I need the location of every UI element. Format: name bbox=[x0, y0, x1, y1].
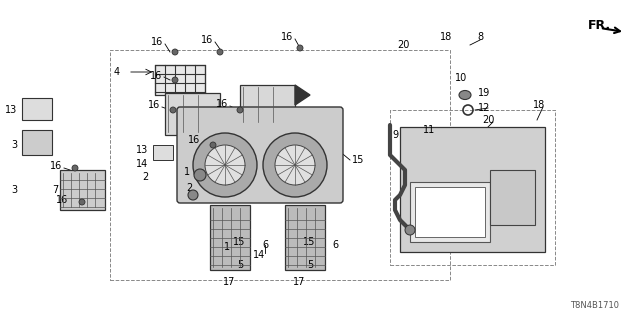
Text: 14: 14 bbox=[253, 250, 265, 260]
Circle shape bbox=[263, 133, 327, 197]
Circle shape bbox=[172, 77, 178, 83]
Bar bbox=[153, 145, 173, 160]
Text: 16: 16 bbox=[56, 195, 68, 205]
Circle shape bbox=[79, 199, 85, 205]
Text: 15: 15 bbox=[232, 237, 245, 247]
Bar bbox=[155, 65, 205, 95]
Text: 16: 16 bbox=[151, 37, 163, 47]
Circle shape bbox=[237, 107, 243, 113]
Text: 13: 13 bbox=[4, 105, 17, 115]
Text: 15: 15 bbox=[352, 155, 364, 165]
Text: 5: 5 bbox=[307, 260, 313, 270]
Text: 5: 5 bbox=[237, 260, 243, 270]
Text: 1: 1 bbox=[184, 167, 190, 177]
Text: 20: 20 bbox=[483, 115, 495, 125]
Bar bbox=[490, 170, 535, 225]
Circle shape bbox=[405, 225, 415, 235]
Circle shape bbox=[193, 133, 257, 197]
Text: 6: 6 bbox=[262, 240, 268, 250]
Bar bbox=[22, 98, 52, 120]
Text: 16: 16 bbox=[281, 32, 293, 42]
Text: 4: 4 bbox=[114, 67, 120, 77]
Text: 16: 16 bbox=[148, 100, 160, 110]
Bar bbox=[165, 93, 220, 135]
Text: 2: 2 bbox=[186, 183, 192, 193]
Text: 17: 17 bbox=[223, 277, 235, 287]
Text: 14: 14 bbox=[136, 159, 148, 169]
Circle shape bbox=[172, 49, 178, 55]
Text: 16: 16 bbox=[150, 71, 162, 81]
Text: 18: 18 bbox=[440, 32, 452, 42]
Text: 18: 18 bbox=[532, 100, 545, 110]
Bar bbox=[22, 130, 52, 155]
Text: 19: 19 bbox=[477, 88, 490, 98]
Bar bbox=[60, 170, 105, 210]
Text: 8: 8 bbox=[477, 32, 483, 42]
Text: T8N4B1710: T8N4B1710 bbox=[570, 300, 619, 309]
Bar bbox=[110, 50, 450, 280]
Circle shape bbox=[217, 49, 223, 55]
Text: 16: 16 bbox=[50, 161, 62, 171]
Circle shape bbox=[275, 145, 315, 185]
Text: 1: 1 bbox=[224, 242, 230, 252]
Bar bbox=[415, 187, 485, 237]
Circle shape bbox=[210, 142, 216, 148]
Text: 16: 16 bbox=[201, 35, 213, 45]
Text: 17: 17 bbox=[292, 277, 305, 287]
Circle shape bbox=[194, 169, 206, 181]
Text: 11: 11 bbox=[423, 125, 435, 135]
Text: 16: 16 bbox=[188, 135, 200, 145]
Text: 20: 20 bbox=[397, 40, 410, 50]
Text: 9: 9 bbox=[392, 130, 398, 140]
Text: 3: 3 bbox=[11, 140, 17, 150]
Circle shape bbox=[188, 190, 198, 200]
Circle shape bbox=[72, 165, 78, 171]
FancyBboxPatch shape bbox=[177, 107, 343, 203]
Text: FR.: FR. bbox=[588, 19, 611, 31]
Text: 6: 6 bbox=[332, 240, 338, 250]
Bar bbox=[400, 127, 545, 252]
Bar bbox=[390, 110, 555, 265]
Polygon shape bbox=[295, 85, 310, 105]
Bar bbox=[285, 205, 325, 270]
Text: 3: 3 bbox=[11, 185, 17, 195]
Text: 13: 13 bbox=[136, 145, 148, 155]
Circle shape bbox=[170, 107, 176, 113]
Text: 7: 7 bbox=[52, 185, 58, 195]
Text: 16: 16 bbox=[216, 99, 228, 109]
Text: 2: 2 bbox=[141, 172, 148, 182]
Bar bbox=[210, 205, 250, 270]
Text: 12: 12 bbox=[477, 103, 490, 113]
Bar bbox=[410, 182, 490, 242]
Bar bbox=[240, 85, 295, 125]
Circle shape bbox=[205, 145, 245, 185]
Circle shape bbox=[297, 45, 303, 51]
Ellipse shape bbox=[459, 91, 471, 100]
Text: 10: 10 bbox=[455, 73, 467, 83]
Text: 15: 15 bbox=[303, 237, 315, 247]
